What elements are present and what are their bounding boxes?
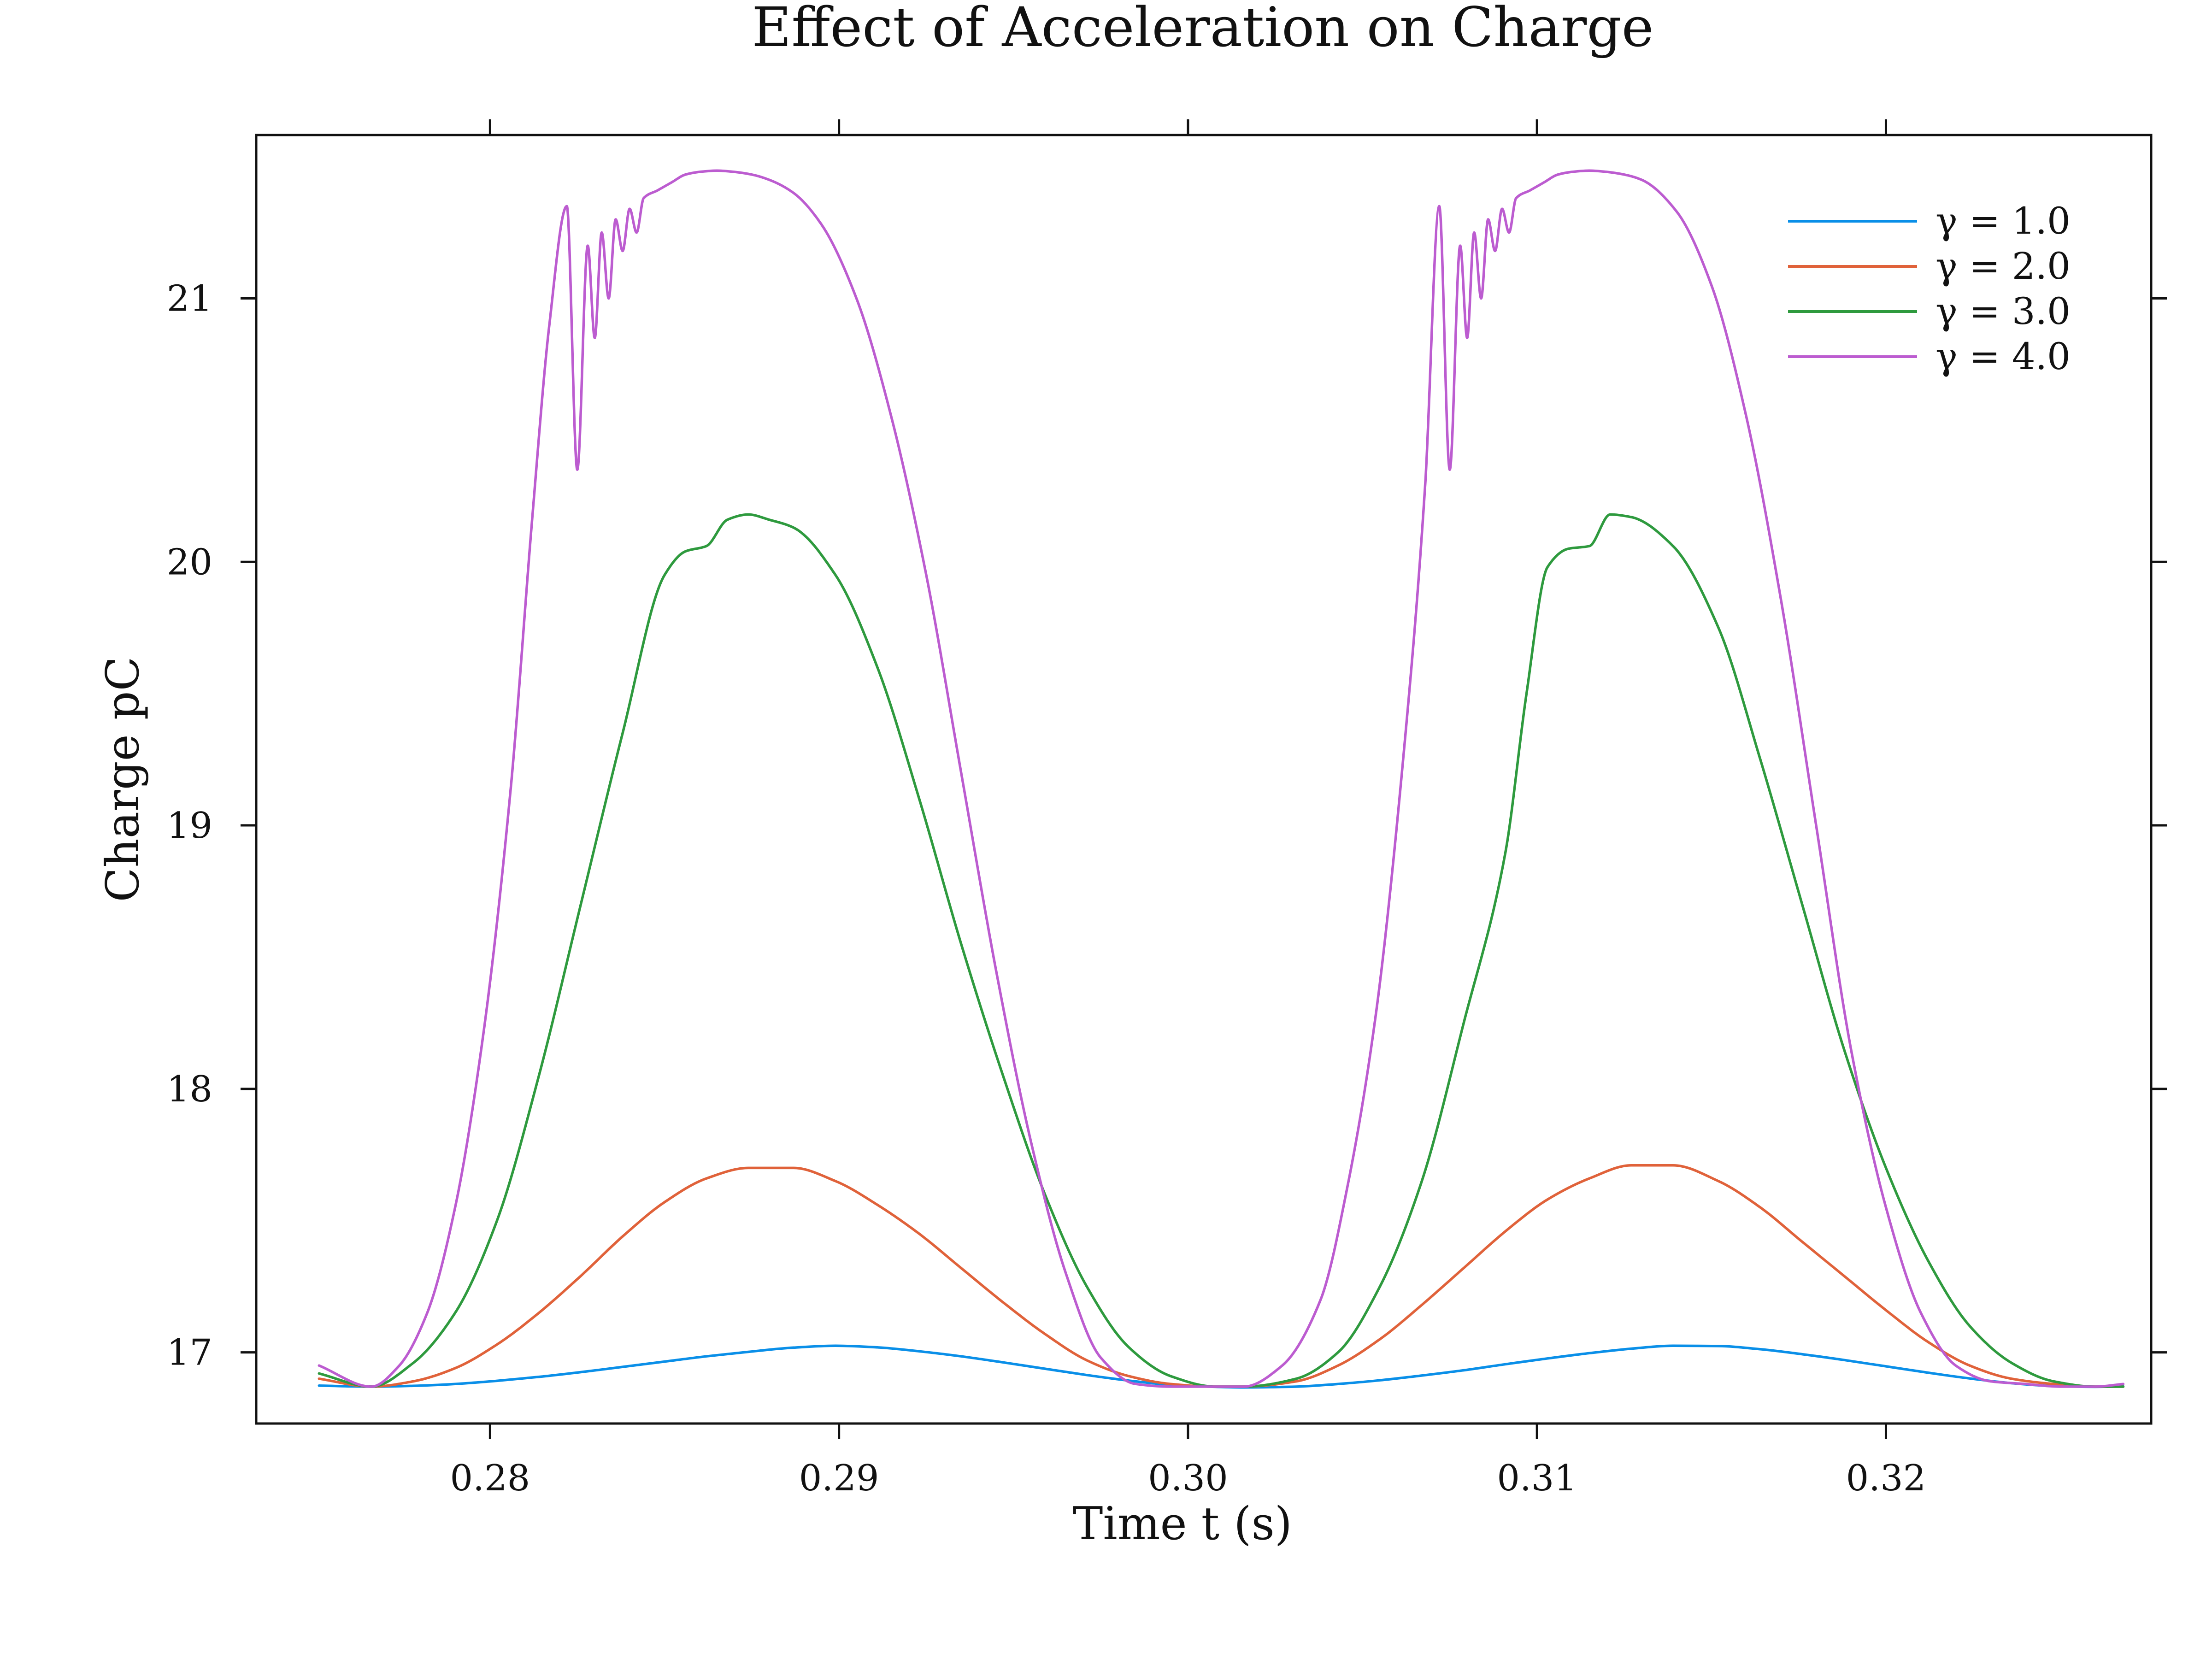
x-axis-label: Time t (s) (1073, 1498, 1292, 1550)
series-line-4 (318, 169, 2125, 1388)
legend: γ = 1.0γ = 2.0γ = 3.0γ = 4.0 (1788, 200, 2071, 378)
legend-label-1: γ = 1.0 (1936, 200, 2071, 242)
y-axis-label: Charge pC (97, 657, 149, 902)
x-tick-label: 0.28 (450, 1458, 530, 1499)
x-tick-label: 0.32 (1846, 1458, 1926, 1499)
y-axis-ticks: 17 18 19 20 21 (167, 278, 2167, 1374)
y-tick-label: 19 (167, 805, 212, 847)
x-tick-label: 0.31 (1497, 1458, 1577, 1499)
x-tick-label: 0.30 (1148, 1458, 1228, 1499)
legend-label-4: γ = 4.0 (1936, 335, 2071, 378)
y-tick-label: 21 (167, 278, 212, 320)
legend-label-2: γ = 2.0 (1936, 245, 2071, 288)
y-tick-label: 20 (167, 541, 212, 583)
chart-title: Effect of Acceleration on Charge (752, 0, 1653, 59)
plot-frame (255, 134, 2153, 1425)
y-tick-label: 18 (167, 1069, 212, 1110)
legend-label-3: γ = 3.0 (1936, 290, 2071, 333)
x-axis-ticks: 0.28 0.29 0.30 0.31 0.32 (450, 119, 1926, 1499)
plot-area (318, 169, 2125, 1389)
x-tick-label: 0.29 (799, 1458, 879, 1499)
y-tick-label: 17 (167, 1332, 212, 1374)
